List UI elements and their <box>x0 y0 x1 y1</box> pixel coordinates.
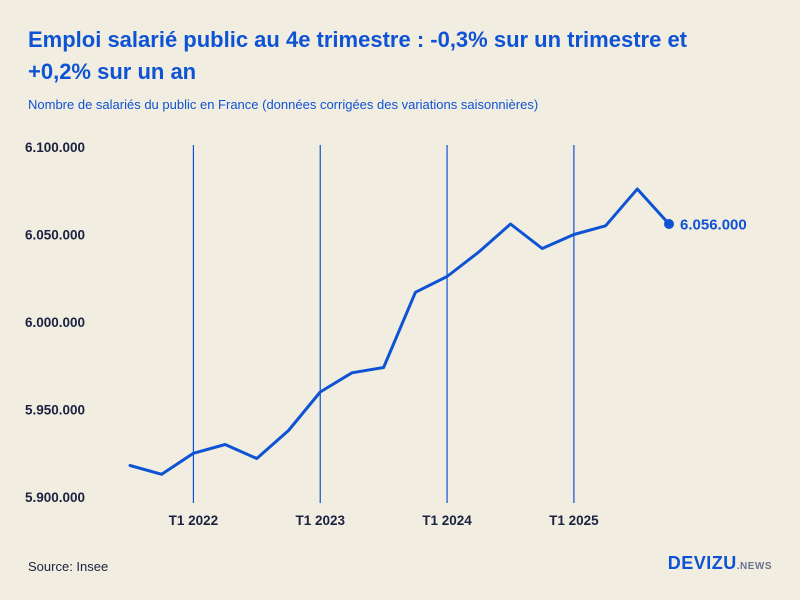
y-axis-label: 5.950.000 <box>25 403 85 418</box>
y-axis-label: 6.000.000 <box>25 315 85 330</box>
x-axis-label: T1 2024 <box>422 513 472 528</box>
chart-area: T1 2022 T1 2023 T1 2024 T1 2025 6.100.000 6.0… <box>0 140 800 540</box>
chart-subtitle: Nombre de salariés du public en France (… <box>28 96 539 112</box>
x-axis-label: T1 2025 <box>549 513 599 528</box>
footer: Source: Insee DEVIZU .NEWS <box>28 553 772 574</box>
x-axis-label: T1 2022 <box>169 513 219 528</box>
chart-title: Emploi salarié public au 4e trimestre : … <box>28 27 688 84</box>
y-axis-label: 5.900.000 <box>25 490 85 505</box>
brand-logo: DEVIZU .NEWS <box>668 553 772 574</box>
data-line <box>128 187 671 476</box>
y-axis-label: 6.050.000 <box>25 228 85 243</box>
end-value-label: 6.056.000 <box>680 217 747 234</box>
x-axis-label: T1 2023 <box>295 513 345 528</box>
chart-header: Emploi salarié public au 4e trimestre : … <box>28 24 772 112</box>
brand-name: DEVIZU <box>667 553 737 573</box>
end-point-dot <box>664 219 674 229</box>
line-chart: T1 2022 T1 2023 T1 2024 T1 2025 6.100.000 6.0… <box>25 140 747 528</box>
source-label: Source: Insee <box>28 559 109 574</box>
y-axis-label: 6.100.000 <box>25 140 85 155</box>
brand-suffix: .NEWS <box>736 561 772 572</box>
